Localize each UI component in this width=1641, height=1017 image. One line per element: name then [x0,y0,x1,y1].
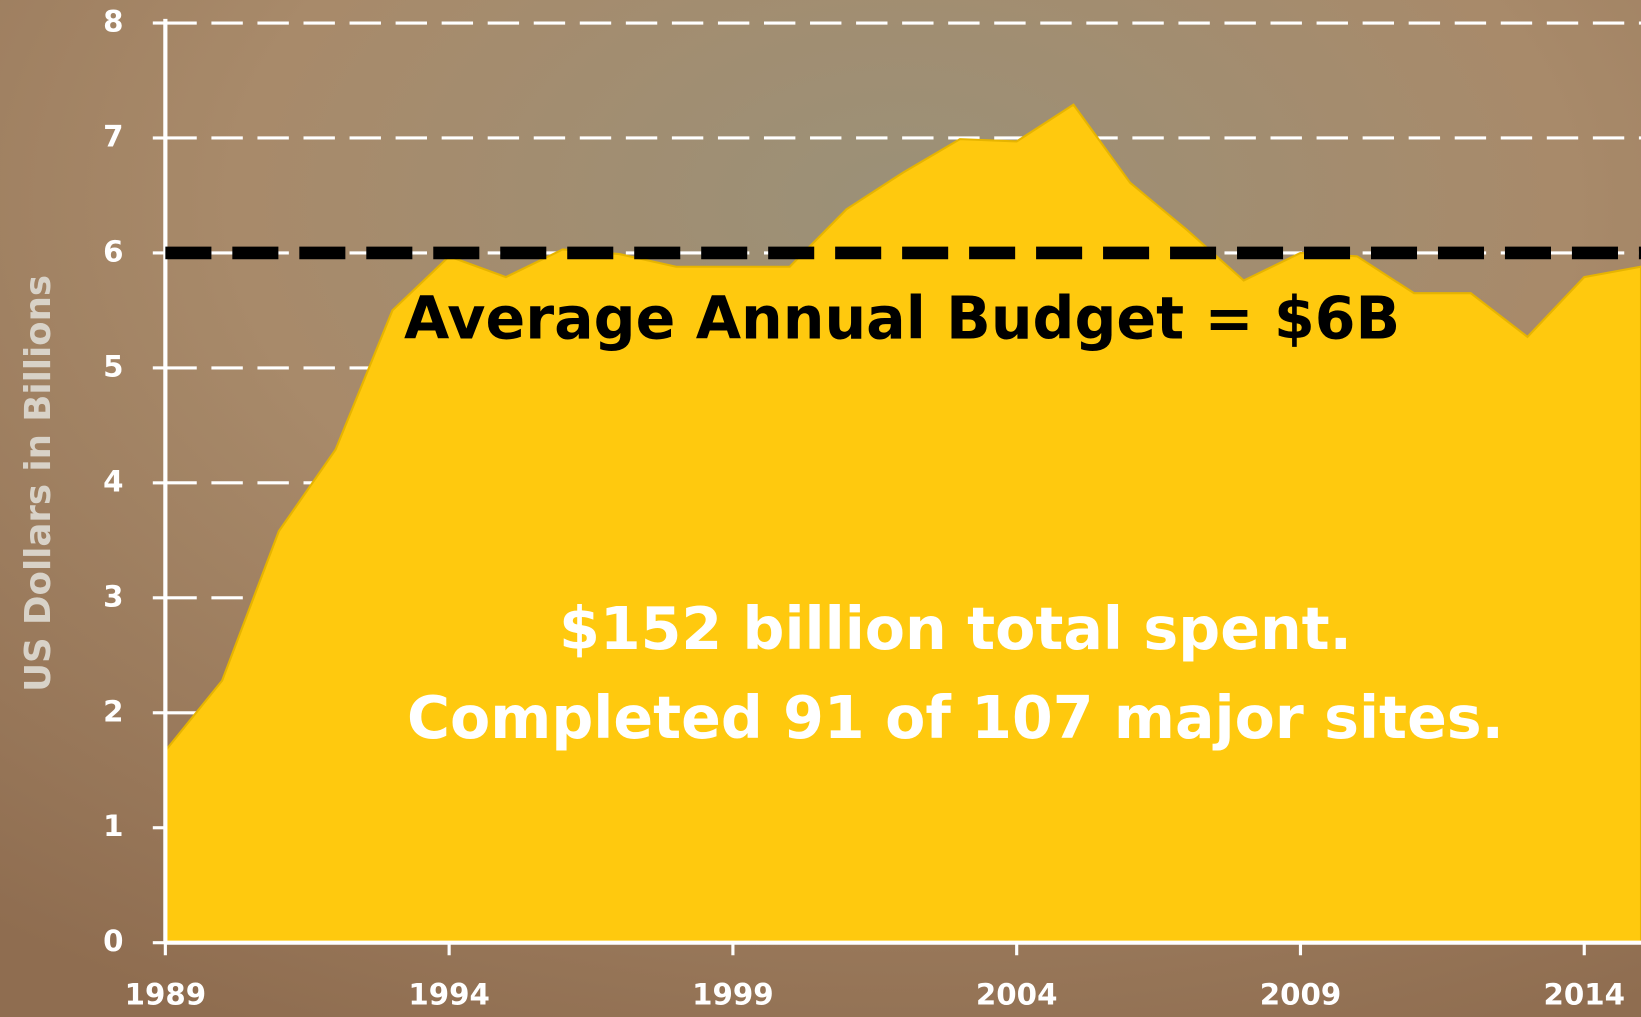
x-tick-label: 1999 [692,978,774,1012]
y-tick-label: 0 [103,924,123,958]
y-axis-title: US Dollars in Billions [18,275,59,692]
area [164,103,1641,944]
y-tick-label: 3 [103,579,123,613]
annotation: Completed 91 of 107 major sites. [407,684,1504,752]
y-tick-label: 2 [103,694,123,728]
x-tick-label: 1989 [125,978,207,1012]
y-tick-label: 4 [103,464,123,498]
x-tick-label: 2009 [1260,978,1342,1012]
y-tick-label: 8 [103,5,123,39]
average-label: Average Annual Budget = $6B [404,284,1400,352]
y-tick-label: 7 [103,119,123,153]
x-tick-label: 2004 [976,978,1058,1012]
y-tick-label: 5 [103,349,123,383]
x-tick-label: 2014 [1543,978,1625,1012]
y-tick-label: 6 [103,234,123,268]
x-tick-label: 1994 [408,978,490,1012]
annotation: $152 billion total spent. [559,595,1352,663]
y-tick-label: 1 [103,809,123,843]
